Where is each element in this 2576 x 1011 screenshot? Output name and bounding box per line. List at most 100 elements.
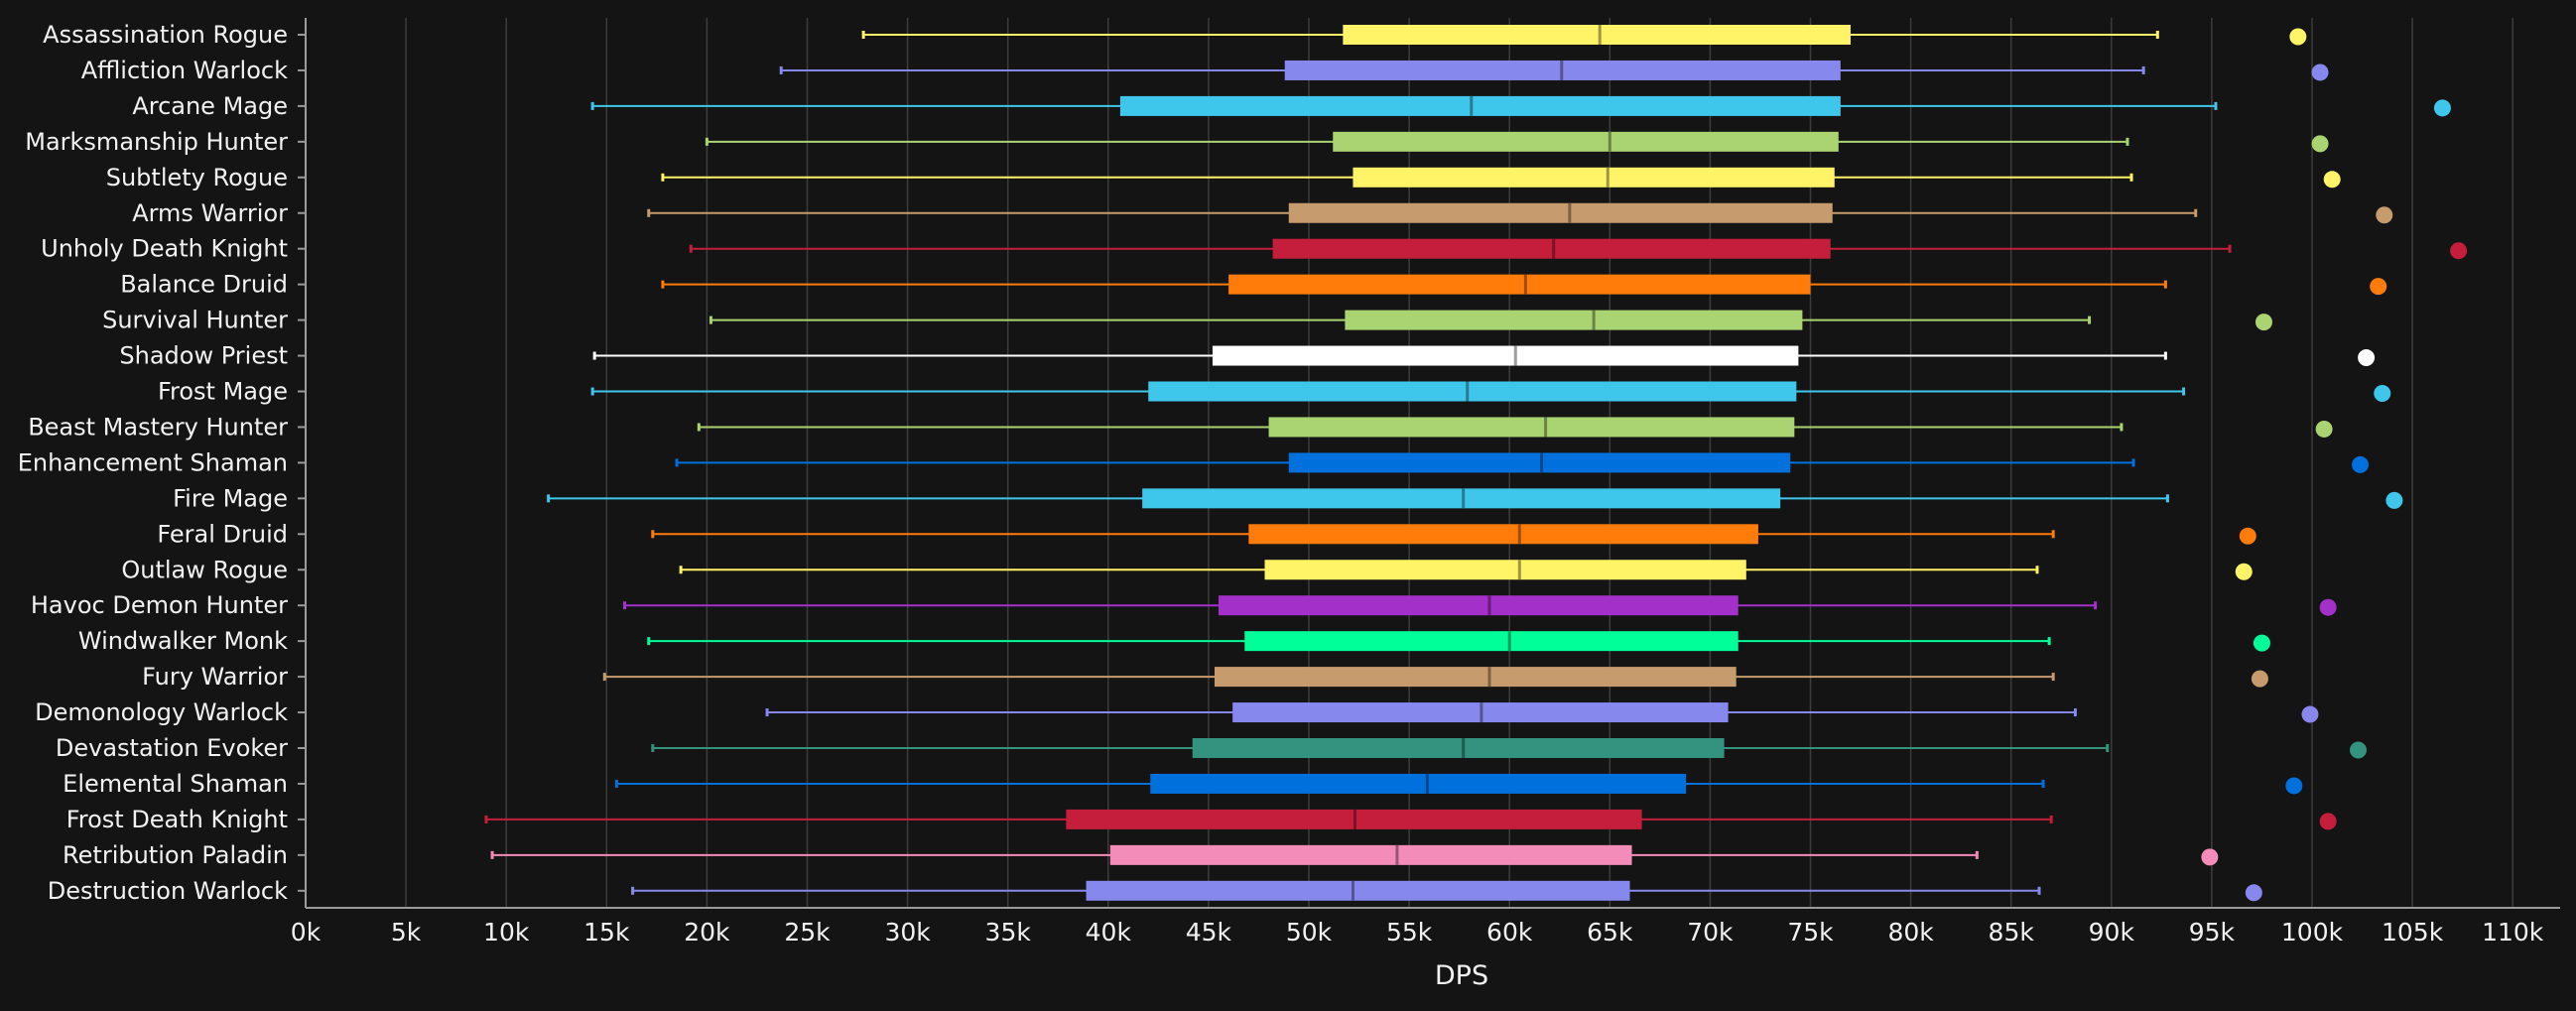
x-tick-label: 90k bbox=[2089, 918, 2135, 947]
outlier-point bbox=[2450, 242, 2468, 260]
spec-label: Frost Mage bbox=[158, 378, 288, 406]
spec-label: Demonology Warlock bbox=[35, 698, 288, 726]
series-row bbox=[622, 595, 2337, 616]
outlier-point bbox=[2289, 28, 2307, 46]
iqr-box bbox=[1352, 167, 1835, 188]
spec-label: Fire Mage bbox=[173, 484, 288, 512]
iqr-box bbox=[1192, 738, 1725, 758]
iqr-box bbox=[1248, 524, 1758, 545]
iqr-box bbox=[1086, 880, 1630, 901]
series-row bbox=[689, 238, 2468, 260]
series-row bbox=[647, 631, 2270, 652]
x-tick-label: 80k bbox=[1887, 918, 1934, 947]
x-tick-label: 55k bbox=[1386, 918, 1433, 947]
spec-label: Enhancement Shaman bbox=[18, 448, 288, 476]
x-tick-label: 10k bbox=[483, 918, 530, 947]
iqr-box bbox=[1119, 95, 1841, 116]
iqr-box bbox=[1142, 488, 1781, 509]
iqr-box bbox=[1148, 381, 1797, 402]
x-axis-title: DPS bbox=[1435, 960, 1488, 991]
series-row bbox=[647, 202, 2393, 224]
spec-labels: Assassination Rogue Affliction Warlock Arc… bbox=[18, 21, 288, 905]
iqr-box bbox=[1212, 345, 1799, 366]
outlier-point bbox=[2352, 455, 2370, 473]
outlier-point bbox=[2285, 777, 2303, 795]
iqr-box bbox=[1288, 452, 1791, 473]
series-row bbox=[631, 880, 2262, 902]
spec-label: Unholy Death Knight bbox=[41, 235, 288, 263]
outlier-point bbox=[2376, 206, 2393, 224]
outlier-point bbox=[2311, 135, 2329, 153]
x-tick-label: 110k bbox=[2482, 918, 2544, 947]
x-tick-label: 15k bbox=[583, 918, 630, 947]
iqr-box bbox=[1214, 667, 1737, 688]
spec-label: Elemental Shaman bbox=[63, 770, 288, 798]
series-boxes bbox=[484, 25, 2468, 902]
spec-label: Shadow Priest bbox=[119, 342, 288, 370]
spec-label: Retribution Paladin bbox=[63, 841, 288, 869]
outlier-point bbox=[2254, 314, 2272, 331]
series-row bbox=[661, 274, 2387, 296]
series-row bbox=[490, 844, 2219, 866]
x-tick-label: 60k bbox=[1486, 918, 1533, 947]
outlier-point bbox=[2358, 349, 2376, 367]
x-tick-labels: 0k 5k 10k 15k 20k 25k 30k 35k 40k 45k 50k 55k 60k 65k… bbox=[291, 918, 2544, 947]
series-row bbox=[651, 524, 2256, 545]
axes bbox=[298, 18, 2560, 909]
spec-label: Assassination Rogue bbox=[43, 21, 288, 49]
iqr-box bbox=[1109, 844, 1632, 865]
series-row bbox=[861, 25, 2307, 46]
series-row bbox=[547, 488, 2403, 509]
outlier-point bbox=[2315, 420, 2333, 438]
outlier-point bbox=[2323, 171, 2341, 189]
x-tick-label: 105k bbox=[2382, 918, 2444, 947]
series-row bbox=[590, 95, 2451, 117]
series-row bbox=[679, 560, 2253, 580]
spec-label: Feral Druid bbox=[157, 520, 288, 548]
outlier-point bbox=[2245, 884, 2262, 902]
iqr-box bbox=[1272, 238, 1831, 259]
spec-label: Destruction Warlock bbox=[48, 877, 288, 905]
spec-label: Marksmanship Hunter bbox=[25, 128, 288, 156]
series-row bbox=[484, 809, 2337, 830]
outlier-point bbox=[2253, 634, 2270, 652]
x-tick-label: 45k bbox=[1186, 918, 1232, 947]
outlier-point bbox=[2370, 278, 2387, 296]
outlier-point bbox=[2235, 563, 2253, 580]
outlier-point bbox=[2239, 527, 2256, 545]
outlier-point bbox=[2311, 63, 2329, 81]
series-row bbox=[592, 345, 2376, 367]
outlier-point bbox=[2251, 670, 2268, 688]
spec-label: Frost Death Knight bbox=[66, 806, 288, 833]
iqr-box bbox=[1333, 131, 1839, 152]
spec-label: Balance Druid bbox=[120, 271, 288, 299]
x-tick-label: 0k bbox=[291, 918, 322, 947]
x-tick-label: 5k bbox=[391, 918, 422, 947]
outlier-point bbox=[2433, 99, 2451, 117]
x-tick-label: 75k bbox=[1787, 918, 1834, 947]
x-tick-label: 35k bbox=[985, 918, 1032, 947]
outlier-point bbox=[2319, 813, 2337, 830]
outlier-point bbox=[2301, 705, 2319, 723]
x-tick-label: 95k bbox=[2189, 918, 2236, 947]
series-row bbox=[590, 381, 2391, 402]
series-row bbox=[675, 452, 2370, 473]
series-row bbox=[651, 738, 2368, 759]
series-row bbox=[705, 131, 2329, 153]
series-row bbox=[697, 417, 2333, 438]
outlier-point bbox=[2319, 598, 2337, 616]
spec-label: Subtlety Rogue bbox=[106, 164, 288, 191]
spec-label: Beast Mastery Hunter bbox=[28, 413, 288, 441]
x-tick-label: 50k bbox=[1286, 918, 1333, 947]
iqr-box bbox=[1244, 631, 1739, 652]
spec-label: Fury Warrior bbox=[142, 663, 288, 691]
iqr-box bbox=[1228, 274, 1811, 295]
series-row bbox=[779, 60, 2329, 81]
outlier-point bbox=[2385, 491, 2403, 509]
x-tick-label: 25k bbox=[784, 918, 831, 947]
x-tick-label: 65k bbox=[1587, 918, 1633, 947]
x-tick-label: 85k bbox=[1989, 918, 2035, 947]
spec-label: Havoc Demon Hunter bbox=[31, 591, 288, 619]
spec-label: Affliction Warlock bbox=[81, 57, 288, 84]
spec-label: Arms Warrior bbox=[132, 199, 288, 227]
